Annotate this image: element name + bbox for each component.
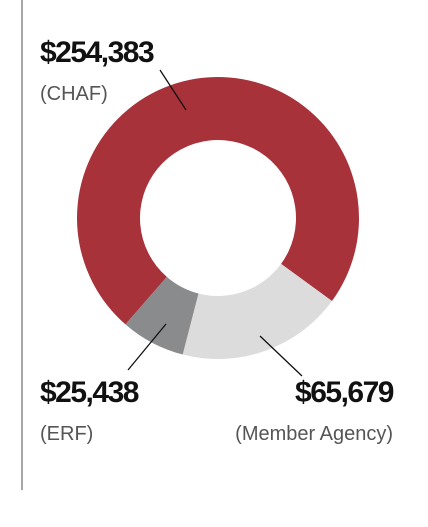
leader-line [159,69,187,111]
value-label: $65,679 [295,376,394,409]
value-label: $254,383 [40,36,154,69]
category-label: (CHAF) [40,83,108,105]
category-label: (ERF) [40,423,93,445]
leader-line [259,335,303,377]
donut-segment [182,263,332,359]
donut-segment [76,77,359,325]
donut-segment [125,276,199,355]
value-label: $25,438 [40,376,139,409]
category-label: (Member Agency) [235,423,393,445]
leader-line [127,323,167,371]
